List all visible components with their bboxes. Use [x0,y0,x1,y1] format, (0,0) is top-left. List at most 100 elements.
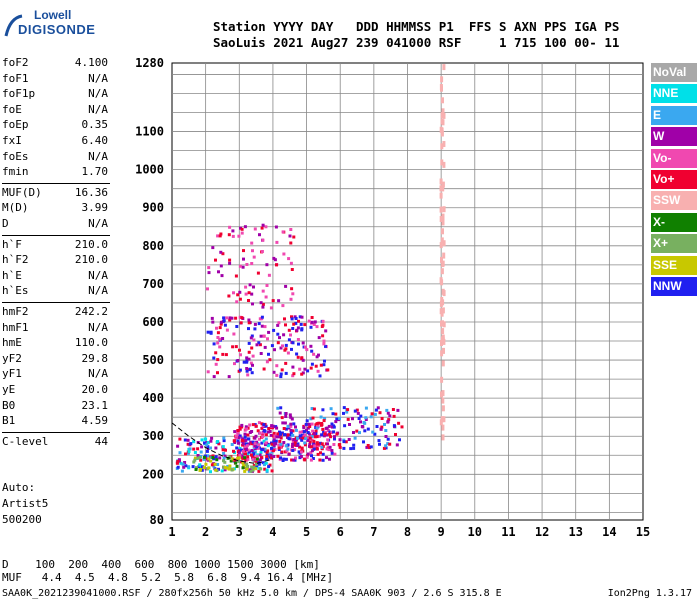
logo-swoosh-icon [4,14,23,37]
echo-point [238,290,242,294]
echo-point [228,455,232,459]
echo-point [279,442,283,446]
echo-point [442,112,446,119]
param-name: MUF(D) [2,185,42,199]
echo-point [440,112,444,119]
echo-point [275,426,279,430]
echo-point [439,192,443,199]
param-name: hmE [2,336,22,350]
y-tick-label: 1000 [135,163,164,177]
y-tick-label: 900 [142,201,164,215]
echo-point [252,338,256,342]
echo-point [201,465,204,469]
echo-point [246,448,250,452]
echo-point [253,227,257,231]
echo-point [305,348,309,352]
param-value: N/A [88,217,108,230]
echo-point [218,456,222,460]
echo-point [313,444,317,448]
echo-point [268,358,272,362]
echo-point [245,359,249,363]
echo-point [236,441,240,445]
echo-point [234,345,238,349]
echo-point [282,252,286,256]
echo-point [441,397,445,404]
param-row-fmin: fmin 1.70 [2,165,108,181]
param-row-hme: hmE 110.0 [2,336,108,352]
echo-point [251,440,255,444]
echo-point [225,316,229,320]
echo-point [264,295,268,299]
echo-point [253,450,257,454]
echo-point [245,356,249,360]
echo-point [371,430,375,434]
echo-point [441,307,445,314]
echo-point [200,445,204,449]
echo-point [181,462,185,466]
echo-point [241,449,245,453]
echo-point [203,441,206,445]
echo-point [251,249,254,253]
echo-point [332,443,336,446]
echo-point [284,347,288,351]
echo-point [303,441,307,445]
echo-point [191,465,195,469]
echo-point [207,457,211,461]
param-name: B1 [2,414,16,428]
echo-point [315,355,319,359]
echo-point [250,334,254,338]
echo-point [247,321,251,325]
echo-point [315,447,319,451]
param-name: h`E [2,268,22,282]
echo-point [239,353,242,357]
echo-point [261,223,265,227]
echo-point [253,459,257,463]
echo-point [294,438,298,442]
echo-point [221,352,225,356]
echo-point [260,324,264,328]
echo-point [290,347,293,351]
echo-point [209,331,213,335]
echo-point [328,445,332,449]
param-name: yE [2,383,16,396]
echo-point [245,444,249,448]
echo-point [383,423,386,426]
echo-point [297,450,301,454]
param-row-h-e: h`E N/A [2,269,108,285]
echo-point [240,231,244,235]
echo-point [442,321,446,328]
echo-point [218,337,222,341]
echo-point [442,252,446,259]
echo-point [333,435,336,439]
echo-point [439,84,443,90]
echo-point [374,408,378,412]
echo-point [264,437,268,441]
echo-point [256,271,260,275]
echo-point [441,213,445,220]
echo-point [199,458,203,462]
param-separator [2,182,110,184]
echo-point [241,442,245,446]
echo-point [222,439,226,443]
echo-point [290,458,294,462]
logo-text-top: Lowell [34,8,72,22]
echo-point [265,457,269,461]
echo-point [219,264,223,268]
echo-point [206,287,209,291]
echo-point [213,462,217,466]
echo-point [440,130,444,137]
param-row-fof1p: foF1p N/A [2,87,108,103]
echo-point [186,442,190,446]
echo-point [255,343,259,347]
echo-point [315,442,319,446]
echo-point [317,421,321,425]
echo-point [271,299,275,303]
echo-point [236,359,240,362]
param-row-m-d-: M(D) 3.99 [2,201,108,217]
echo-point [196,447,200,451]
echo-point [176,465,180,469]
echo-point [351,417,354,421]
echo-point [441,181,445,188]
echo-point [247,350,251,354]
echo-point [307,422,311,426]
